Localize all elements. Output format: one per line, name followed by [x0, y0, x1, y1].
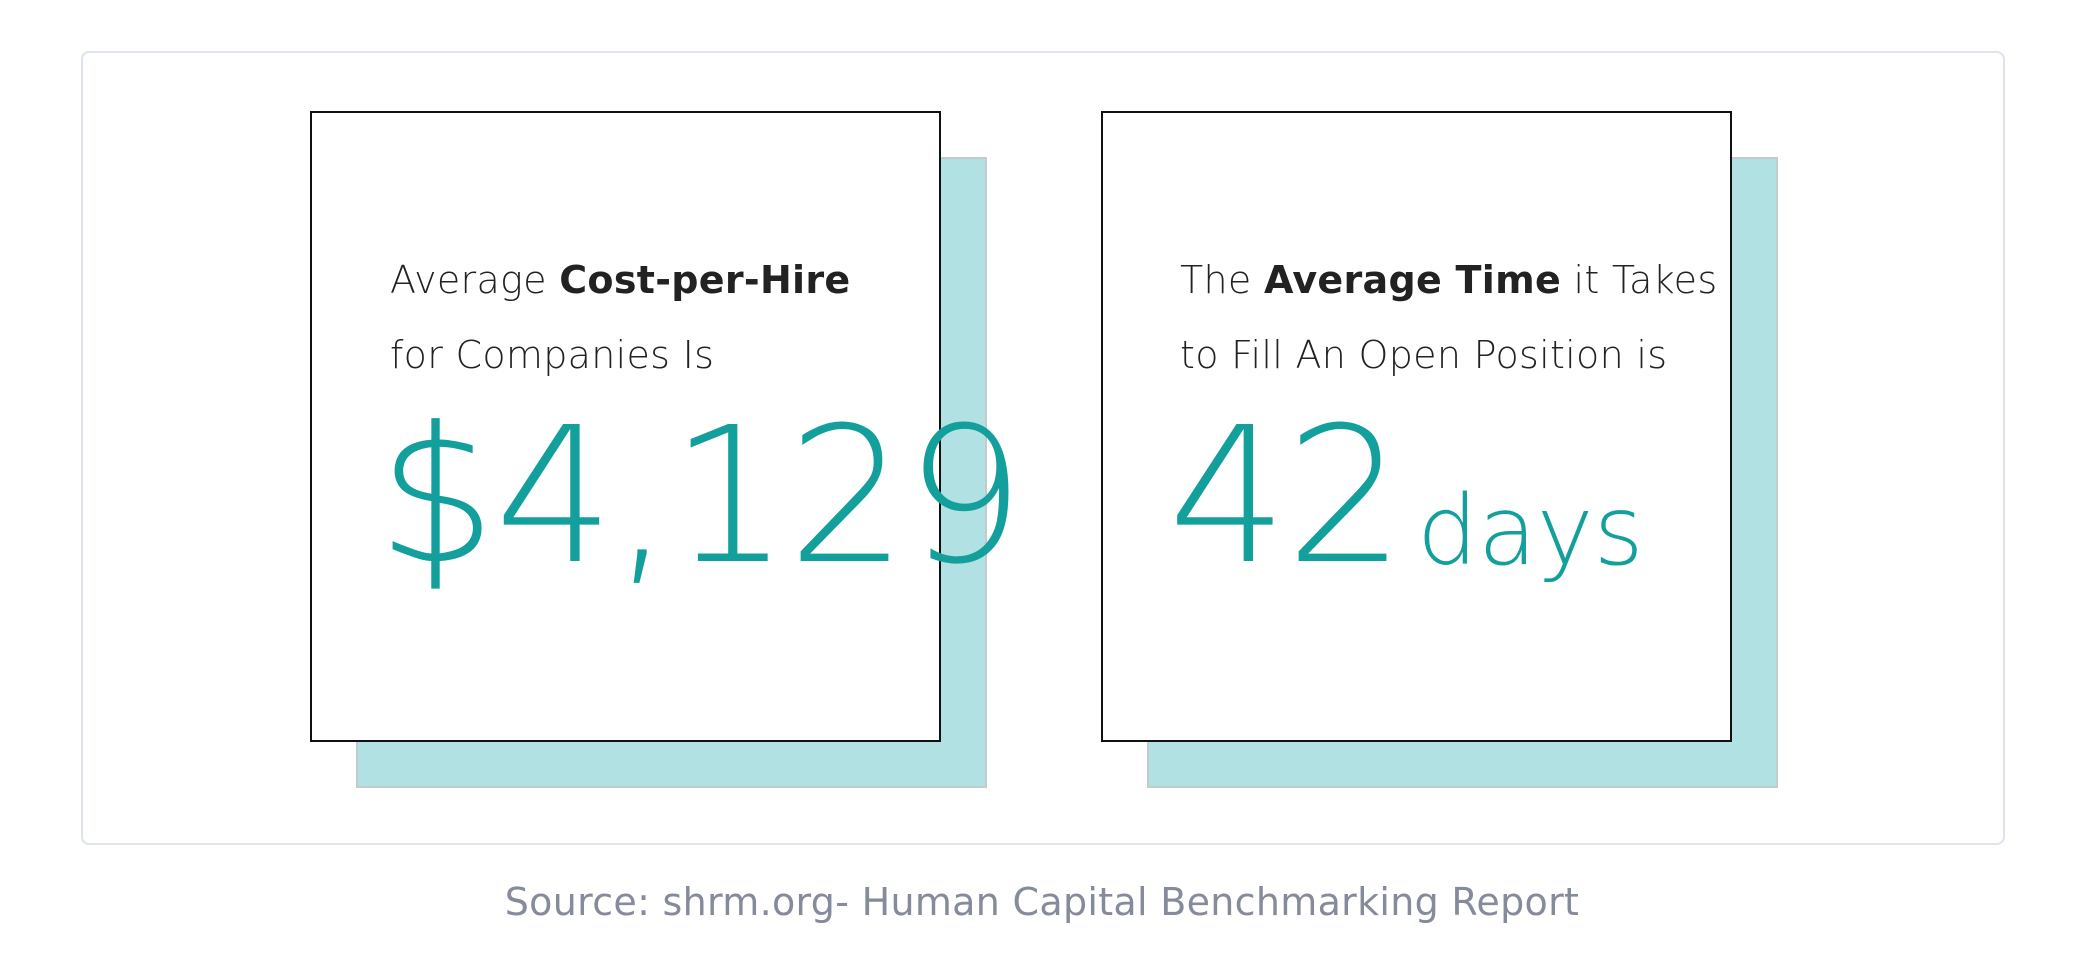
cost-per-hire-value: $4,129	[377, 387, 1025, 606]
time-label-bold: Average Time	[1263, 258, 1562, 302]
cost-per-hire-card: Average Cost-per-Hire for Companies Is $…	[310, 111, 1025, 742]
time-label-prefix: The	[1180, 258, 1264, 302]
time-to-fill-value: 42	[1168, 387, 1405, 606]
time-label-line2: to Fill An Open Position is	[1180, 333, 1668, 377]
source-caption: Source: shrm.org- Human Capital Benchmar…	[504, 880, 1580, 924]
cost-label-bold: Cost-per-Hire	[559, 258, 851, 302]
time-label-suffix: it Takes	[1561, 258, 1718, 302]
time-to-fill-card: The Average Time it Takes to Fill An Ope…	[1101, 111, 1732, 742]
cost-label-line2: for Companies Is	[390, 333, 715, 377]
cost-per-hire-label: Average Cost-per-Hire for Companies Is	[390, 243, 851, 393]
time-to-fill-label: The Average Time it Takes to Fill An Ope…	[1180, 243, 1717, 393]
cost-label-prefix: Average	[390, 258, 560, 302]
time-to-fill-unit: days	[1417, 475, 1644, 587]
